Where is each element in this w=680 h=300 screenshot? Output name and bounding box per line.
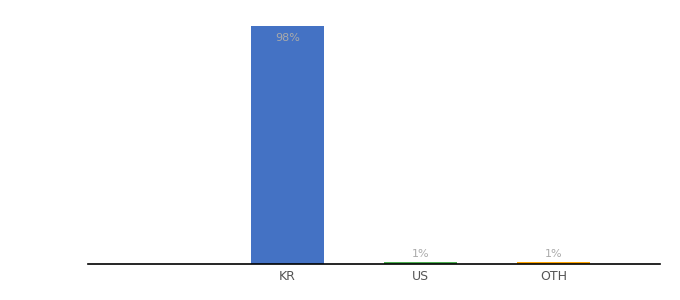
Bar [251, 26, 324, 264]
Text: 1%: 1% [545, 249, 562, 259]
Text: 98%: 98% [275, 33, 300, 43]
Bar [384, 262, 457, 264]
Text: 1%: 1% [411, 249, 429, 259]
Bar [517, 262, 590, 264]
